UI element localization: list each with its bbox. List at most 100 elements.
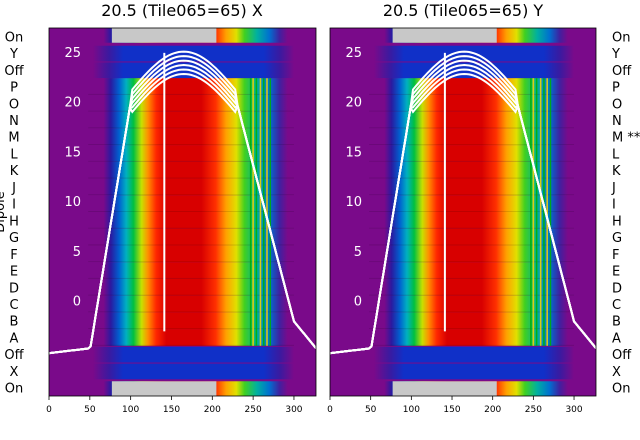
chart-title: 20.5 (Tile065=65) X [101, 1, 263, 20]
row-label: F [612, 248, 619, 263]
row-separator [88, 177, 294, 179]
row-label: L [612, 147, 620, 162]
row-separator [369, 244, 575, 246]
row-label: J [11, 181, 16, 196]
row-separator [88, 160, 294, 162]
overlay-ytick-label: 0 [354, 295, 362, 310]
overlay-ytick-label: 20 [345, 96, 362, 111]
row-i-band [88, 195, 294, 212]
row-label: E [10, 265, 18, 280]
row-b-band [369, 312, 575, 330]
row-separator [369, 144, 575, 146]
streak [535, 78, 538, 346]
row-label: Y [611, 47, 620, 62]
row-label: K [612, 164, 621, 179]
overlay-curve [330, 50, 596, 355]
xtick-label: 300 [565, 405, 582, 415]
row-label: Off [4, 348, 24, 363]
row-separator [369, 311, 575, 313]
row-label: H [9, 214, 19, 229]
row-separator [369, 127, 575, 129]
row-separator [88, 294, 294, 296]
row-label: A [10, 331, 19, 346]
streak [255, 78, 258, 346]
row-separator [88, 328, 294, 330]
row-separator [88, 144, 294, 146]
row-separator [88, 194, 294, 196]
row-separator [369, 177, 575, 179]
row-k-band [369, 161, 575, 179]
row-label: H [612, 214, 622, 229]
row-separator [369, 294, 575, 296]
row-label: Off [612, 348, 632, 363]
row-on-grey [111, 381, 217, 396]
row-label: J [611, 181, 616, 196]
row-label: O [612, 97, 622, 112]
xtick-label: 150 [163, 405, 180, 415]
row-separator [88, 93, 294, 95]
streak [262, 78, 265, 346]
row-label: B [612, 315, 621, 330]
row-l-band [369, 145, 575, 162]
row-b-band [88, 312, 294, 330]
row-label: X [10, 365, 19, 380]
row-g-band [88, 228, 294, 246]
row-on-grey [111, 28, 217, 43]
row-e-band [88, 262, 294, 279]
row-c-band [88, 295, 294, 313]
streak [269, 78, 272, 346]
heatmap-panel-0 [49, 28, 316, 396]
row-separator [88, 311, 294, 313]
row-j-band [88, 178, 294, 196]
overlay-ytick-label: 0 [73, 295, 81, 310]
streak [530, 78, 532, 346]
row-label: On [612, 382, 630, 397]
row-separator [369, 194, 575, 196]
row-label: I [12, 198, 16, 213]
row-l-band [88, 145, 294, 162]
xtick-label: 100 [403, 405, 420, 415]
row-k-band [88, 161, 294, 179]
row-label: C [612, 298, 621, 313]
row-separator [369, 110, 575, 112]
row-separator [369, 160, 575, 162]
row-separator [369, 328, 575, 330]
xtick-label: 200 [204, 405, 221, 415]
row-d-band [369, 278, 575, 296]
xtick-label: 200 [484, 405, 501, 415]
row-a-band [369, 329, 575, 346]
row-separator [88, 110, 294, 112]
row-label: P [10, 81, 18, 96]
overlay-ytick-label: 5 [354, 245, 362, 260]
row-label: C [9, 298, 18, 313]
row-separator [369, 227, 575, 229]
row-separator [88, 244, 294, 246]
axis-frame [329, 27, 597, 397]
row-label: L [10, 147, 18, 162]
overlay-ytick-label: 15 [345, 145, 362, 160]
row-label: D [612, 281, 622, 296]
overlay-curve [49, 50, 316, 355]
row-separator [88, 211, 294, 212]
row-label: E [612, 265, 620, 280]
row-label: N [612, 114, 622, 129]
overlay-ytick-label: 10 [345, 195, 362, 210]
axis-frame [48, 27, 317, 397]
overlay-spike [443, 52, 446, 332]
row-m-band [369, 128, 575, 146]
row-h-band [88, 212, 294, 229]
row-label: On [5, 30, 23, 45]
row-label: F [10, 248, 17, 263]
xtick-label: 0 [46, 405, 52, 415]
row-separator [369, 93, 575, 95]
streak [249, 78, 252, 346]
row-d-band [88, 278, 294, 296]
xtick-label: 50 [365, 405, 377, 415]
row-separator [88, 277, 294, 279]
row-f-band [88, 245, 294, 263]
row-h-band [369, 212, 575, 229]
row-label: Off [4, 64, 24, 79]
row-g-band [369, 228, 575, 246]
row-label: M [8, 131, 19, 146]
